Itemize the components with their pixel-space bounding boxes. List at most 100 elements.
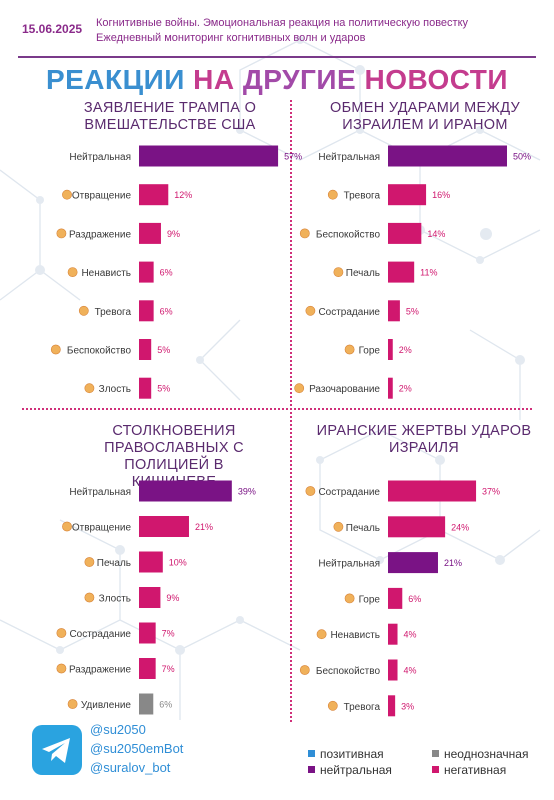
bar-chart-1: Нейтральная 50% Тревога 16% Беспокойство 14% П… — [294, 145, 531, 399]
bar — [388, 587, 403, 609]
value-label: 7% — [162, 664, 175, 674]
category-label: Печаль — [346, 268, 380, 279]
category-label: Сострадание — [318, 307, 380, 318]
emotion-emoji-icon — [305, 305, 316, 316]
value-label: 39% — [238, 487, 256, 497]
bar — [388, 300, 400, 322]
header-divider — [18, 56, 536, 58]
category-label: Отвращение — [72, 191, 132, 202]
category-label: Нейтральная — [318, 559, 380, 570]
footer: @su2050 @su2050emBot @suralov_bot позити… — [0, 720, 554, 800]
emotion-emoji-icon — [56, 628, 67, 638]
emotion-emoji-icon — [84, 383, 95, 394]
legend-ambiguous: неоднозначная — [432, 746, 528, 761]
bar — [139, 516, 189, 537]
value-label: 6% — [159, 700, 172, 710]
value-label: 9% — [166, 593, 179, 603]
legend-positive: позитивная — [308, 746, 384, 761]
legend-label-negative: негативная — [444, 762, 507, 777]
value-label: 2% — [399, 384, 412, 394]
category-label: Злость — [99, 594, 131, 605]
value-label: 4% — [404, 630, 417, 640]
bar — [139, 261, 154, 283]
emotion-emoji-icon — [62, 521, 72, 532]
chart-title-trump: ЗАЯВЛЕНИЕ ТРАМПА О ВМЕШАТЕЛЬСТВЕ США — [83, 100, 257, 133]
category-label: Нейтральная — [318, 152, 380, 163]
category-label: Раздражение — [69, 665, 131, 676]
emotion-emoji-icon — [56, 228, 67, 239]
report-header: 15.06.2025 Когнитивные войны. Эмоциональ… — [0, 0, 554, 60]
category-label: Ненависть — [330, 630, 380, 641]
category-label: Беспокойство — [67, 346, 132, 357]
emotion-emoji-icon — [84, 592, 95, 603]
category-label: Нейтральная — [69, 152, 131, 163]
category-label: Беспокойство — [316, 666, 381, 677]
legend-label-neutral: нейтральная — [320, 762, 392, 777]
emotion-emoji-icon — [316, 629, 327, 640]
bar — [139, 377, 152, 399]
legend-swatch-positive — [308, 750, 315, 758]
emotion-emoji-icon — [327, 189, 338, 200]
category-label: Сострадание — [318, 487, 380, 498]
emotion-emoji-icon — [333, 521, 344, 532]
emotion-emoji-icon — [62, 189, 72, 200]
emotion-emoji-icon — [78, 305, 89, 316]
emotion-emoji-icon — [327, 700, 338, 711]
emotion-emoji-icon — [294, 383, 305, 394]
chart-title-israel-iran: ОБМЕН УДАРАМИ МЕЖДУ ИЗРАИЛЕМ И ИРАНОМ — [329, 100, 521, 133]
vertical-divider — [290, 100, 292, 722]
legend-neutral: нейтральная — [308, 762, 392, 777]
handle-link-2[interactable]: @su2050emBot — [90, 741, 184, 756]
category-label: Нейтральная — [69, 487, 131, 498]
category-label: Ненависть — [81, 268, 131, 279]
category-label: Печаль — [97, 558, 131, 569]
value-label: 7% — [162, 629, 175, 639]
value-label: 5% — [157, 345, 170, 355]
bar — [139, 658, 156, 679]
value-label: 21% — [195, 522, 213, 532]
value-label: 5% — [406, 306, 419, 316]
report-description: Ежедневный мониторинг когнитивных волн и… — [96, 32, 366, 44]
handle-link-1[interactable]: @su2050 — [90, 722, 146, 737]
legend-swatch-neutral — [308, 766, 315, 774]
bar — [139, 222, 161, 244]
value-label: 57% — [284, 152, 302, 162]
bar — [388, 377, 393, 399]
emotion-emoji-icon — [344, 593, 355, 604]
bar — [388, 480, 477, 502]
handle-link-3[interactable]: @suralov_bot — [90, 760, 171, 775]
value-label: 21% — [444, 558, 462, 568]
value-label: 12% — [174, 190, 192, 200]
bar-chart-0: Нейтральная 57% Отвращение 12% Раздражение 9%… — [50, 145, 302, 399]
legend-negative: негативная — [432, 762, 506, 777]
value-label: 10% — [169, 558, 187, 568]
bar — [139, 339, 152, 360]
emotion-emoji-icon — [67, 267, 78, 277]
value-label: 2% — [399, 345, 412, 355]
bar — [388, 222, 422, 244]
telegram-icon[interactable] — [32, 725, 82, 775]
bar — [388, 339, 393, 360]
category-label: Раздражение — [69, 229, 131, 240]
bar-chart-3: Сострадание 37% Печаль 24% Нейтральная 21% Гор… — [299, 480, 500, 717]
bar — [139, 145, 279, 167]
bar — [388, 516, 446, 538]
value-label: 9% — [167, 229, 180, 239]
bar — [139, 300, 154, 322]
value-label: 3% — [401, 701, 414, 711]
category-label: Горе — [359, 594, 381, 605]
report-subtitle: Когнитивные войны. Эмоциональная реакция… — [96, 17, 469, 29]
page-title: РЕАКЦИИ НА ДРУГИЕ НОВОСТИ — [0, 64, 554, 96]
category-label: Удивление — [81, 700, 132, 711]
value-label: 11% — [420, 268, 437, 278]
category-label: Тревога — [95, 307, 132, 318]
value-label: 16% — [432, 190, 450, 200]
value-label: 14% — [427, 229, 445, 239]
emotion-emoji-icon — [84, 557, 95, 567]
title-word-3: ДРУГИЕ — [242, 64, 357, 95]
category-label: Печаль — [346, 523, 380, 534]
value-label: 50% — [513, 152, 531, 162]
report-date: 15.06.2025 — [22, 22, 83, 36]
bar-chart-2: Нейтральная 39% Отвращение 21% Печаль 10% Злос… — [56, 480, 256, 715]
